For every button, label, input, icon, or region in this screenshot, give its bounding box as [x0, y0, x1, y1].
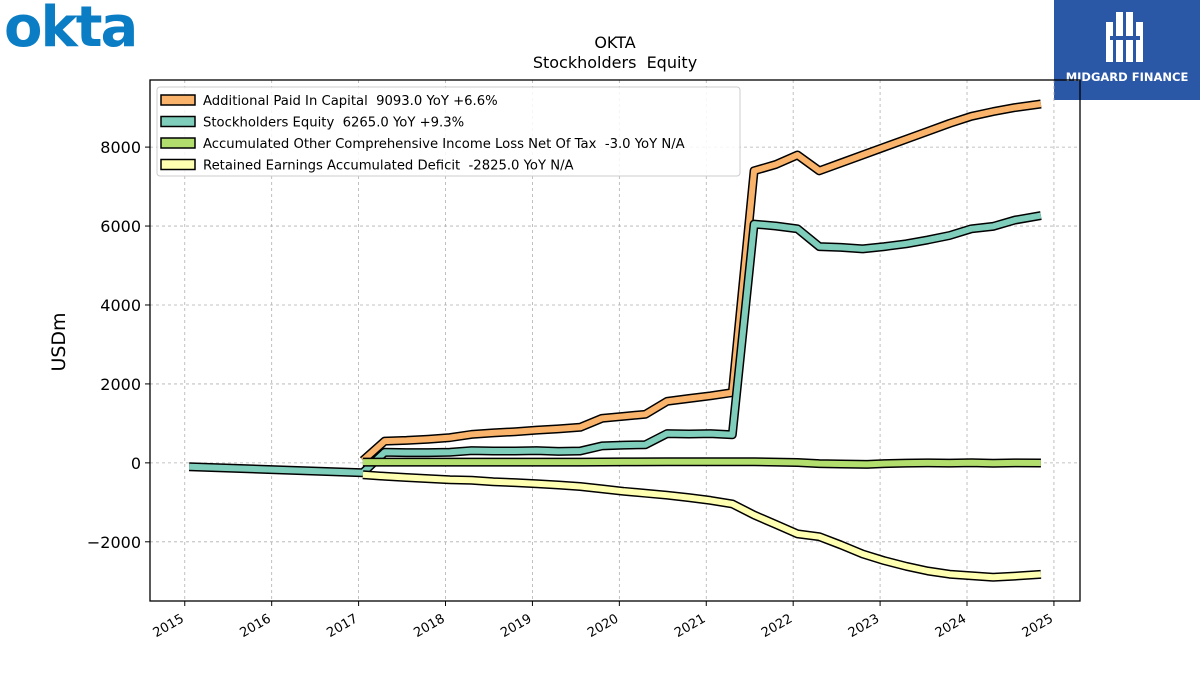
x-tick-label: 2019 [498, 611, 534, 641]
legend-swatch [160, 115, 196, 128]
x-tick-label: 2025 [1020, 611, 1056, 641]
legend-label: Retained Earnings Accumulated Deficit -2… [203, 159, 574, 174]
legend-box [156, 86, 741, 177]
x-tick-label: 2015 [151, 611, 187, 641]
y-tick-label: 8000 [100, 138, 141, 157]
legend: Additional Paid In Capital 9093.0 YoY +6… [156, 86, 741, 177]
x-tick-label: 2020 [585, 611, 621, 641]
series-line-outline [362, 470, 1042, 582]
y-tick-label: 6000 [100, 217, 141, 236]
chart-title: OKTA [594, 33, 635, 52]
y-tick-label: 0 [131, 454, 141, 473]
x-tick-label: 2018 [411, 611, 447, 641]
legend-swatch [160, 94, 196, 106]
legend-swatch [160, 158, 196, 171]
legend-swatch [160, 137, 196, 149]
x-tick-label: 2022 [759, 611, 795, 641]
y-axis-label: USDm [48, 312, 70, 371]
plot-frame [149, 79, 1081, 602]
okta-logo: okta [4, 0, 144, 60]
y-tick-label: −2000 [87, 533, 141, 552]
y-axis: −2000 0 2000 4000 6000 8000 [87, 138, 150, 552]
legend-label: Accumulated Other Comprehensive Income L… [203, 137, 685, 152]
x-tick-label: 2021 [672, 611, 708, 641]
legend-label: Stockholders Equity 6265.0 YoY +9.3% [203, 116, 464, 131]
chart-subtitle: Stockholders Equity [533, 53, 697, 72]
x-axis: 2015 2016 2017 2018 2019 2020 2021 2022 2023 2024… [151, 601, 1056, 641]
midgard-logo-mark-icon [1106, 12, 1143, 62]
midgard-finance-logo: MIDGARD FINANCE [1054, 0, 1200, 100]
x-tick-label: 2016 [238, 611, 274, 641]
x-tick-label: 2017 [324, 611, 360, 641]
x-tick-label: 2024 [933, 611, 969, 641]
x-tick-label: 2023 [846, 611, 882, 641]
series-line [360, 101, 1042, 463]
series-line-outline [188, 211, 1042, 478]
legend-label: Additional Paid In Capital 9093.0 YoY +6… [203, 94, 498, 109]
series-line [188, 212, 1042, 476]
okta-logo-text: okta [4, 0, 138, 60]
series-line [362, 458, 1041, 468]
series-layer [188, 99, 1042, 582]
y-tick-label: 4000 [100, 296, 141, 315]
midgard-logo-text: MIDGARD FINANCE [1065, 70, 1189, 84]
series-line [362, 471, 1042, 581]
y-tick-label: 2000 [100, 375, 141, 394]
